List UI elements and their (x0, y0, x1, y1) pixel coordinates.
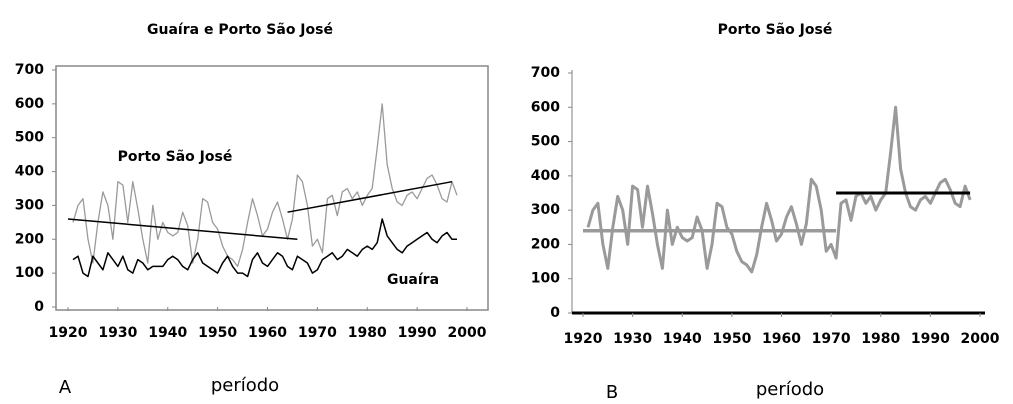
y-tick-label: 0 (34, 299, 44, 315)
x-tick-label: 1950 (198, 325, 237, 341)
y-tick-label: 400 (531, 168, 560, 184)
series-label: Guaíra (387, 272, 439, 288)
plot-frame (55, 65, 489, 311)
y-tick-label: 500 (531, 134, 560, 150)
x-tick-label: 1990 (911, 331, 950, 347)
y-tick-label: 300 (531, 202, 560, 218)
x-tick-label: 2000 (961, 331, 1000, 347)
y-tick-label: 500 (15, 130, 44, 146)
x-tick-label: 2000 (448, 325, 487, 341)
y-tick-label: 200 (15, 231, 44, 247)
x-tick-label: 1980 (861, 331, 900, 347)
chart-title: Guaíra e Porto São José (147, 22, 333, 38)
y-tick-label: 700 (15, 62, 44, 78)
x-tick-label: 1930 (98, 325, 137, 341)
x-tick-label: 1970 (298, 325, 337, 341)
x-tick-label: 1930 (613, 331, 652, 347)
y-tick-label: 100 (15, 265, 44, 281)
y-tick-label: 100 (531, 271, 560, 287)
x-tick-label: 1920 (49, 325, 88, 341)
x-axis-label: período (211, 375, 279, 396)
y-tick-label: 300 (15, 197, 44, 213)
x-tick-label: 1950 (712, 331, 751, 347)
reference-line (287, 180, 453, 213)
x-tick-label: 1920 (564, 331, 603, 347)
data-line (72, 218, 457, 278)
x-tick-label: 1960 (248, 325, 287, 341)
x-tick-label: 1960 (762, 331, 801, 347)
chart-title: Porto São José (718, 22, 833, 38)
x-axis-label: período (756, 379, 824, 400)
x-tick-label: 1940 (148, 325, 187, 341)
panel-label: A (59, 377, 72, 398)
y-tick-label: 700 (531, 65, 560, 81)
data-line (72, 103, 458, 268)
reference-line (67, 218, 298, 241)
series-label: Porto São José (118, 149, 233, 165)
x-tick-label: 1990 (398, 325, 437, 341)
data-line (586, 105, 972, 274)
y-tick-label: 0 (550, 305, 560, 321)
x-tick-label: 1940 (663, 331, 702, 347)
y-tick-label: 400 (15, 164, 44, 180)
y-tick-label: 600 (15, 96, 44, 112)
panel-label: B (606, 382, 618, 403)
x-tick-label: 1980 (348, 325, 387, 341)
y-tick-label: 600 (531, 99, 560, 115)
x-tick-label: 1970 (812, 331, 851, 347)
y-tick-label: 200 (531, 236, 560, 252)
